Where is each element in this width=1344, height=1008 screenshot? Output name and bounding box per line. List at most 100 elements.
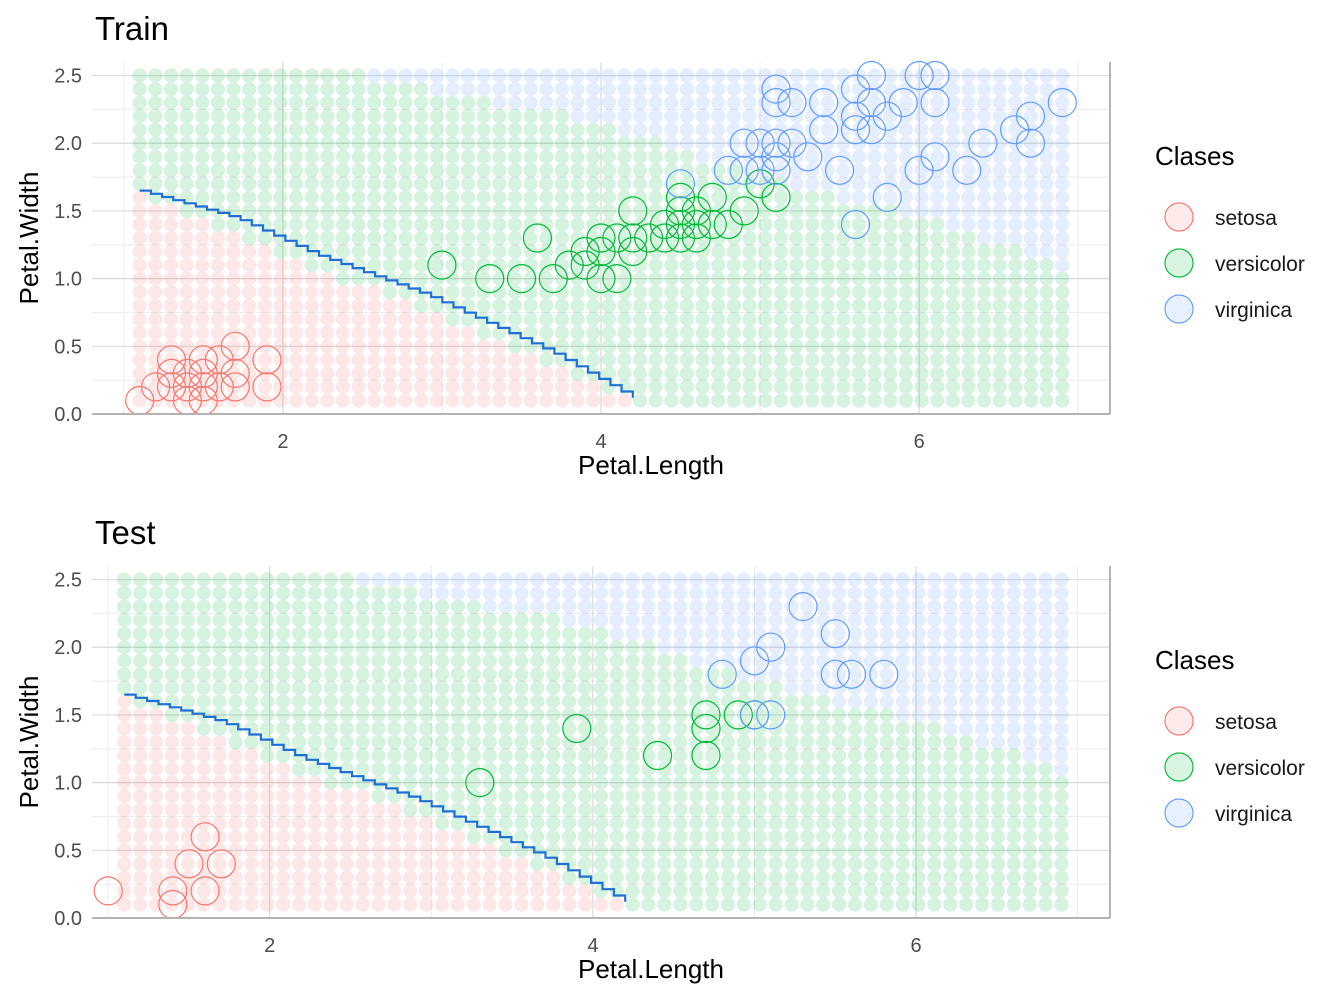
region-point xyxy=(418,599,434,614)
region-point xyxy=(335,393,351,408)
region-point xyxy=(402,748,418,763)
region-point xyxy=(867,68,882,83)
region-point xyxy=(820,217,835,232)
region-point xyxy=(450,843,466,858)
region-point xyxy=(851,190,867,205)
region-point xyxy=(929,298,945,313)
region-point xyxy=(789,352,804,368)
region-point xyxy=(212,680,227,696)
region-point xyxy=(561,802,577,817)
region-point xyxy=(958,599,974,614)
region-point xyxy=(570,393,585,408)
region-point xyxy=(836,271,851,286)
legend-key-fill-setosa xyxy=(1166,204,1192,230)
region-point xyxy=(831,883,847,899)
region-point xyxy=(275,870,291,885)
region-point xyxy=(561,843,577,858)
region-point xyxy=(945,81,961,97)
region-point xyxy=(726,379,742,395)
region-point xyxy=(339,572,354,587)
region-point xyxy=(961,217,976,232)
region-point xyxy=(196,802,211,817)
region-point xyxy=(1022,653,1038,669)
region-point xyxy=(625,599,640,614)
region-point xyxy=(898,95,914,110)
region-point xyxy=(625,612,640,628)
region-point xyxy=(883,393,898,408)
region-point xyxy=(382,68,398,83)
region-point xyxy=(418,612,434,628)
region-point xyxy=(648,325,663,341)
region-point xyxy=(752,707,767,723)
region-point xyxy=(816,585,831,601)
region-point xyxy=(679,95,695,110)
region-point xyxy=(961,352,976,368)
setosa-point xyxy=(206,849,236,879)
region-point xyxy=(273,149,288,165)
region-point xyxy=(657,843,672,858)
region-point xyxy=(867,230,882,246)
region-point xyxy=(530,653,545,669)
region-point xyxy=(1038,612,1053,628)
region-point xyxy=(641,802,656,817)
region-point xyxy=(851,176,867,192)
region-point xyxy=(148,298,163,313)
setosa-point xyxy=(188,345,218,375)
region-point xyxy=(601,271,617,286)
region-point xyxy=(523,190,538,205)
region-point xyxy=(418,721,434,736)
region-point xyxy=(288,190,304,205)
region-point xyxy=(1055,284,1070,300)
region-point xyxy=(507,271,523,286)
region-point xyxy=(387,897,402,912)
region-point xyxy=(711,257,726,273)
region-point xyxy=(726,257,742,273)
region-point xyxy=(752,897,767,912)
region-point xyxy=(273,68,288,83)
region-point xyxy=(664,68,679,83)
region-point xyxy=(742,325,757,341)
region-point xyxy=(335,352,351,368)
region-point xyxy=(800,694,815,709)
region-point xyxy=(851,81,867,97)
region-point xyxy=(641,639,656,655)
region-point xyxy=(434,829,450,845)
region-point xyxy=(789,68,804,83)
region-point xyxy=(992,366,1007,381)
region-point xyxy=(466,897,482,912)
region-point xyxy=(476,190,491,205)
region-point xyxy=(879,585,895,601)
region-point xyxy=(632,379,648,395)
region-point xyxy=(863,829,879,845)
region-point xyxy=(228,870,243,885)
region-point xyxy=(1023,311,1039,327)
region-point xyxy=(291,599,307,614)
region-point xyxy=(577,883,593,899)
region-point xyxy=(164,843,180,858)
region-point xyxy=(498,639,513,655)
region-point xyxy=(736,788,752,804)
region-point xyxy=(545,721,561,736)
region-point xyxy=(514,748,529,763)
region-point xyxy=(180,748,196,763)
region-point xyxy=(768,599,783,614)
region-point xyxy=(367,393,382,408)
region-point xyxy=(601,298,617,313)
region-point xyxy=(398,257,413,273)
virginica-point xyxy=(888,87,918,118)
region-point xyxy=(836,339,851,354)
region-point xyxy=(664,339,679,354)
region-point xyxy=(445,176,460,192)
region-point xyxy=(180,572,196,587)
region-point xyxy=(867,298,882,313)
region-point xyxy=(711,393,726,408)
region-point xyxy=(561,761,577,777)
region-point xyxy=(561,599,577,614)
region-point xyxy=(945,244,961,259)
region-point xyxy=(664,95,679,110)
region-point xyxy=(367,203,382,219)
region-point xyxy=(228,653,243,669)
region-point xyxy=(339,856,354,872)
region-point xyxy=(609,897,624,912)
region-point xyxy=(990,707,1006,723)
